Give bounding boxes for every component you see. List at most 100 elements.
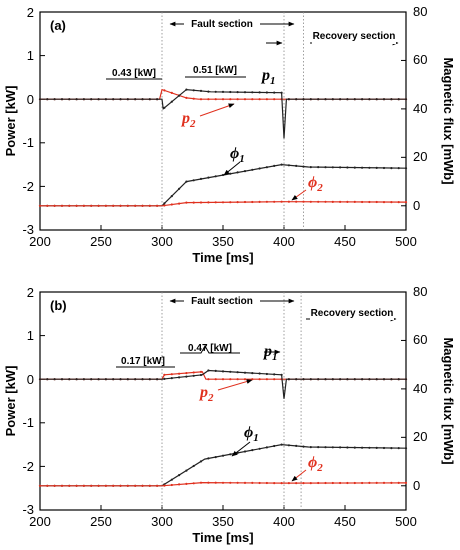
data-point — [273, 373, 276, 376]
data-point — [390, 378, 393, 381]
data-point — [192, 179, 195, 182]
panel-b: (b) 200 250 300 350 400 450 500 -3 -2 -1… — [3, 284, 456, 545]
data-point — [46, 204, 49, 207]
panel-a: (a) 200 250 300 350 400 450 500 -3 -2 -1… — [3, 4, 456, 265]
data-point — [119, 98, 122, 101]
data-point — [192, 89, 195, 92]
data-point — [258, 91, 261, 94]
data-point — [185, 372, 188, 375]
data-point — [361, 481, 364, 485]
data-point — [207, 98, 210, 101]
data-point — [207, 176, 210, 179]
data-point — [397, 447, 400, 450]
data-point — [46, 484, 49, 487]
data-point — [390, 201, 393, 204]
data-point — [104, 378, 107, 381]
data-point — [265, 446, 268, 449]
data-point — [390, 481, 393, 484]
data-point — [251, 98, 254, 101]
x-tick-label: 500 — [395, 234, 417, 249]
data-point — [390, 167, 393, 170]
data-point — [251, 481, 254, 484]
data-point — [375, 98, 378, 101]
data-point — [382, 446, 386, 450]
y-left-axis-title: Power [kW] — [3, 86, 18, 157]
annotation-mask — [312, 31, 396, 44]
data-point — [251, 200, 254, 204]
data-point — [104, 204, 107, 207]
data-point — [229, 98, 232, 101]
data-point — [309, 200, 312, 203]
data-point — [375, 200, 378, 204]
data-point — [163, 377, 166, 380]
annotation-mask — [310, 307, 394, 320]
data-point — [214, 481, 217, 484]
data-point — [214, 201, 217, 204]
y-right-tick-label: 80 — [413, 284, 427, 299]
data-point — [141, 204, 144, 207]
data-point — [404, 201, 408, 204]
data-point — [97, 378, 100, 381]
data-point — [309, 378, 312, 381]
data-point — [243, 450, 247, 453]
data-point — [170, 195, 173, 198]
phi1-pointer — [231, 441, 251, 457]
data-point — [112, 98, 115, 101]
x-tick-label: 400 — [273, 234, 295, 249]
data-point — [119, 484, 122, 487]
data-point — [214, 90, 217, 93]
data-point — [265, 372, 268, 376]
data-point — [251, 449, 254, 452]
series-label-phi2: ϕ2 — [308, 174, 323, 194]
data-point — [192, 97, 195, 100]
y-left-tick-label: -1 — [22, 415, 34, 430]
data-point — [236, 378, 239, 381]
data-point — [280, 482, 283, 485]
data-point — [361, 98, 364, 101]
data-point — [112, 204, 115, 207]
y-right-tick-label: 80 — [413, 4, 427, 19]
data-point — [339, 446, 342, 449]
series-line-2 — [40, 369, 406, 399]
data-point — [192, 374, 195, 377]
data-point — [339, 378, 342, 381]
value-label-right: 0.51 [kW] — [193, 65, 237, 76]
data-point — [104, 98, 107, 101]
data-point — [148, 204, 151, 207]
series-label-phi1: ϕ1 — [244, 424, 259, 444]
y-left-tick-label: 2 — [27, 5, 34, 20]
y-left-tick-label: -2 — [22, 179, 34, 194]
series-group — [38, 369, 408, 487]
data-point — [331, 166, 334, 169]
data-point — [280, 373, 283, 376]
data-point — [82, 378, 85, 381]
data-point — [192, 201, 195, 204]
recovery-section-label: Recovery section — [311, 308, 394, 319]
data-point — [97, 98, 100, 101]
value-label-right: 0.47 [kW] — [188, 343, 232, 354]
data-point — [404, 167, 408, 170]
data-point — [324, 378, 327, 381]
y-left-tick-label: -2 — [22, 459, 34, 474]
data-point — [68, 98, 71, 101]
data-point — [68, 484, 71, 487]
data-point — [90, 204, 93, 207]
data-point — [295, 98, 298, 101]
data-point — [221, 378, 225, 381]
data-point — [104, 484, 107, 487]
data-point — [243, 91, 247, 94]
data-point — [287, 482, 290, 485]
data-point — [141, 98, 144, 101]
data-point — [156, 484, 159, 487]
data-point — [75, 378, 78, 381]
data-point — [317, 446, 320, 449]
data-point — [397, 167, 400, 170]
series-label-p2: p2 — [198, 384, 214, 404]
data-point — [156, 204, 159, 207]
data-point — [199, 373, 203, 377]
data-point — [229, 370, 232, 373]
data-point — [251, 372, 254, 375]
data-point — [353, 446, 356, 449]
data-point — [361, 446, 364, 449]
data-point — [382, 378, 386, 381]
